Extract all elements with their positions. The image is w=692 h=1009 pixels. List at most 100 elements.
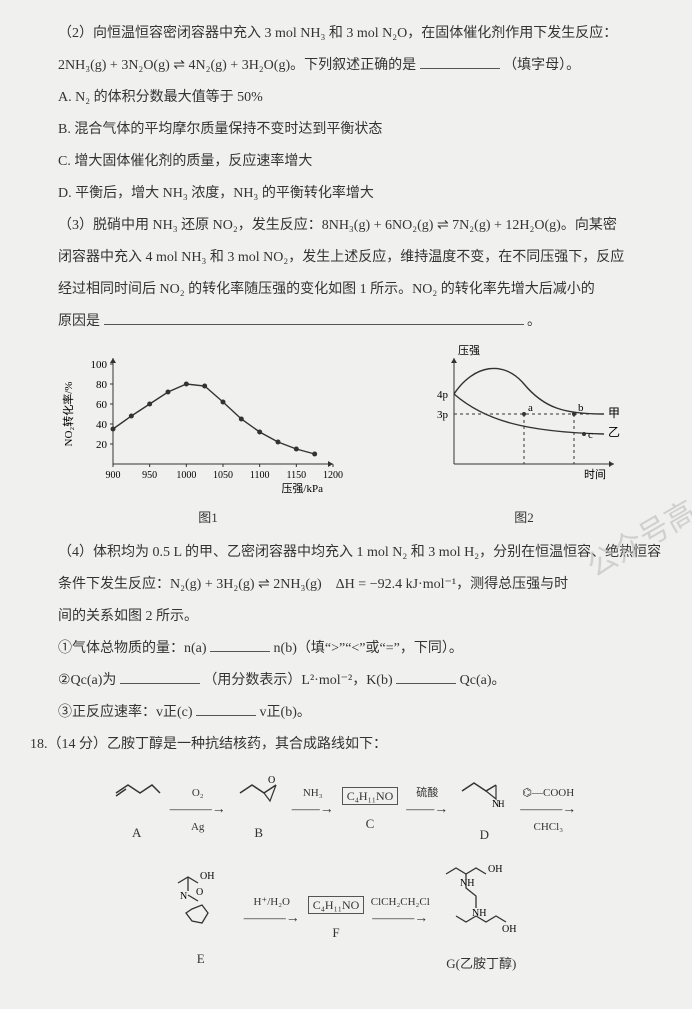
svg-text:OH: OH [502,924,516,935]
q4-l2: 条件下发生反应：N₂(g) + 3H₂(g) ⇌ 2NH₃(g) ΔH = −9… [30,571,662,599]
lblF: F [308,920,365,946]
syn-row1: A O₂ ———→ Ag O B NH₃ ——→ C₄H₁₁NO C 硫酸 ——… [30,771,662,848]
q3-l1: （3）脱硝中用 NH₃ 还原 NO₂，发生反应：8NH₃(g) + 6NO₂(g… [30,212,662,240]
lblA: A [112,820,162,846]
arr5: H⁺/H₂O ———→ [240,905,304,933]
q4-ii-blank2[interactable] [396,669,456,684]
svg-text:60: 60 [96,399,108,411]
svg-text:1000: 1000 [176,470,196,481]
svg-text:NH: NH [460,878,474,889]
boxC: C₄H₁₁NO [342,787,399,805]
q3-l2: 闭容器中充入 4 mol NH₃ 和 3 mol NO₂，发生上述反应，维持温度… [30,244,662,272]
svg-text:乙: 乙 [608,425,620,439]
svg-text:H: H [498,799,505,809]
svg-text:b: b [578,402,584,414]
fig2-caption: 图2 [414,505,634,531]
q4-iii-row: ③正反应速率：v正(c) v正(b)。 [30,699,662,727]
q4-iii-tail: v正(b)。 [260,705,311,720]
svg-text:100: 100 [91,359,108,371]
q18-head: 18.（14 分）乙胺丁醇是一种抗结核药，其合成路线如下： [30,731,662,759]
svg-text:1150: 1150 [287,470,307,481]
fig1-chart: 20 40 60 80 100 900 950 1000 1050 1100 1150 1200压强/… [58,344,358,494]
svg-text:20: 20 [96,439,108,451]
molF: C₄H₁₁NO F [308,892,365,946]
q4-i: ①气体总物质的量：n(a) [58,641,207,656]
lblB: B [234,820,284,846]
arr4: ⌬—COOH ———→ CHCl₃ [516,796,580,824]
q3-period: 。 [527,314,541,329]
arr1-top: O₂ [192,782,204,804]
svg-text:压强: 压强 [458,344,480,357]
lblC: C [342,811,399,837]
q4-iii-blank[interactable] [196,701,256,716]
lblE: E [166,946,236,972]
svg-text:时间: 时间 [584,468,606,481]
svg-text:OH: OH [488,864,502,875]
svg-text:OH: OH [200,871,214,882]
arr6: ClCH₂CH₂Cl ———→ [368,905,432,933]
figures-row: 20 40 60 80 100 900 950 1000 1050 1100 1150 1200压强/… [30,344,662,531]
arr4-bot: CHCl₃ [534,816,564,838]
svg-text:压强/kPa: 压强/kPa [281,482,323,494]
q4-i-tail: n(b)（填“>”“<”或“=”，下同）。 [274,641,463,656]
q2-optC: C. 增大固体催化剂的质量，反应速率增大 [30,148,662,176]
q4-ii-c: Qc(a)。 [460,673,506,688]
q2-eqn-line: 2NH₃(g) + 3N₂O(g) ⇌ 4N₂(g) + 3H₂O(g)。下列叙… [30,52,662,80]
molA: A [112,773,162,846]
svg-text:a: a [528,402,533,414]
arr2-top: NH₃ [303,782,323,804]
q4-ii-b: （用分数表示）L²·mol⁻²，K(b) [203,673,392,688]
arr4-top: ⌬—COOH [522,782,574,804]
svg-text:950: 950 [142,470,157,481]
svg-text:c: c [588,429,593,441]
molB: O B [234,773,284,846]
q2-blank[interactable] [420,54,500,69]
svg-text:O: O [268,775,275,786]
fig1-caption: 图1 [58,505,358,531]
molC: C₄H₁₁NO C [342,783,399,837]
svg-text:1100: 1100 [250,470,270,481]
boxF: C₄H₁₁NO [308,896,365,914]
arr1: O₂ ———→ Ag [166,796,230,824]
fig2-chart: 4p3pabc甲乙时间压强 [414,344,634,494]
arr3-top: 硫酸 [416,782,438,804]
arr1-bot: Ag [191,816,204,838]
q4-i-row: ①气体总物质的量：n(a) n(b)（填“>”“<”或“=”，下同）。 [30,635,662,663]
q4-ii-blank1[interactable] [120,669,200,684]
arr2: NH₃ ——→ [288,796,338,824]
svg-text:80: 80 [96,379,108,391]
svg-text:O: O [196,887,203,898]
q2-optD: D. 平衡后，增大 NH₃ 浓度，NH₃ 的平衡转化率增大 [30,180,662,208]
fig1-wrap: 20 40 60 80 100 900 950 1000 1050 1100 1150 1200压强/… [58,344,358,531]
q2-line1: （2）向恒温恒容密闭容器中充入 3 mol NH₃ 和 3 mol N₂O，在固… [58,26,617,41]
q3-l4-row: 原因是 。 [30,308,662,336]
q2-tail: （填字母）。 [503,58,580,73]
svg-text:900: 900 [106,470,121,481]
syn-row2: OH N O E H⁺/H₂O ———→ C₄H₁₁NO F ClCH₂CH₂C… [30,860,662,977]
fig2-wrap: 4p3pabc甲乙时间压强 图2 [414,344,634,531]
svg-text:40: 40 [96,419,108,431]
q2-optA: A. N₂ 的体积分数最大值等于 50% [30,84,662,112]
q4-i-blank[interactable] [210,637,270,652]
svg-text:N: N [180,891,187,902]
svg-text:NO₂转化率/%: NO₂转化率/% [61,382,75,447]
q2-eqn: 2NH₃(g) + 3N₂O(g) ⇌ 4N₂(g) + 3H₂O(g)。下列叙… [58,58,416,73]
lblG: G(乙胺丁醇) [436,951,526,977]
molG: OH NH NH OH G(乙胺丁醇) [436,860,526,977]
molD: NH D [456,771,512,848]
q3-l3: 经过相同时间后 NO₂ 的转化率随压强的变化如图 1 所示。NO₂ 的转化率先增… [30,276,662,304]
svg-text:甲: 甲 [608,406,620,420]
q3-blank[interactable] [104,310,524,325]
arr3: 硫酸 ——→ [402,796,452,824]
arr6-top: ClCH₂CH₂Cl [371,891,430,913]
svg-text:4p: 4p [437,389,449,401]
lblD: D [456,822,512,848]
svg-text:1050: 1050 [213,470,233,481]
q4-l1: （4）体积均为 0.5 L 的甲、乙密闭容器中均充入 1 mol N₂ 和 3 … [30,539,662,567]
svg-text:1200: 1200 [323,470,343,481]
molE: OH N O E [166,865,236,972]
q3-l4: 原因是 [58,314,100,329]
q2-stem: （2）向恒温恒容密闭容器中充入 3 mol NH₃ 和 3 mol N₂O，在固… [30,20,662,48]
q4-ii-a: ②Qc(a)为 [58,673,116,688]
q2-optB: B. 混合气体的平均摩尔质量保持不变时达到平衡状态 [30,116,662,144]
